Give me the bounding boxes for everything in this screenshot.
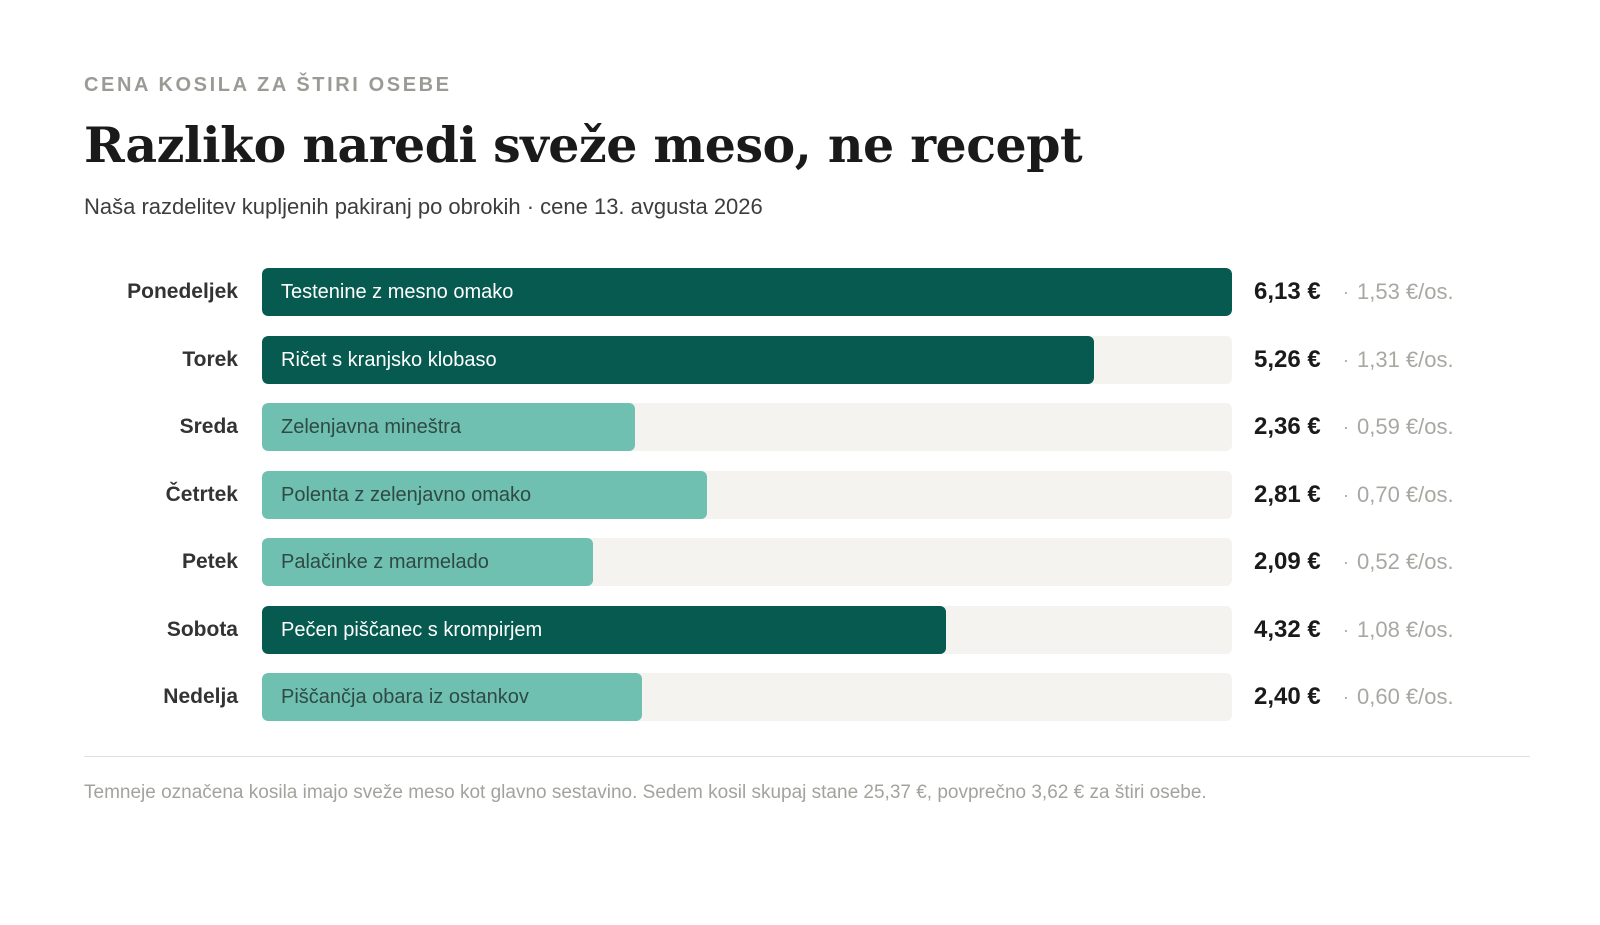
bar-track: Palačinke z marmelado (262, 538, 1232, 586)
chart-kicker: CENA KOSILA ZA ŠTIRI OSEBE (84, 74, 452, 96)
separator-dot: · (1343, 485, 1349, 505)
bar (262, 403, 635, 451)
bar-row: Nedelja Piščančja obara iz ostankov 2,40 €… (84, 673, 1530, 721)
chart-title: Razliko naredi sveže meso, ne recept (84, 116, 1083, 174)
bar (262, 606, 946, 654)
chart-subtitle: Naša razdelitev kupljenih pakiranj po ob… (84, 194, 763, 219)
bar (262, 538, 593, 586)
bar-track: Ričet s kranjsko klobaso (262, 336, 1232, 384)
bar (262, 268, 1232, 316)
price-label: 2,36 € (1254, 413, 1321, 440)
day-label: Sreda (179, 415, 238, 438)
meal-label: Testenine z mesno omako (281, 281, 514, 303)
per-person-label: 0,59 €/os. (1357, 414, 1454, 439)
price-label: 4,32 € (1254, 616, 1321, 643)
meal-label: Piščančja obara iz ostankov (281, 686, 529, 708)
per-person-label: 0,70 €/os. (1357, 482, 1454, 507)
day-label: Petek (181, 550, 238, 573)
day-label: Ponedeljek (127, 280, 238, 303)
per-person-label: 0,60 €/os. (1357, 684, 1454, 709)
bar-row: Torek Ričet s kranjsko klobaso 5,26 € · 1,31… (84, 336, 1530, 384)
meal-label: Pečen piščanec s krompirjem (281, 619, 543, 641)
bar-row: Četrtek Polenta z zelenjavno omako 2,81 € ·… (84, 471, 1530, 519)
separator-dot: · (1343, 552, 1349, 572)
price-label: 2,81 € (1254, 481, 1321, 508)
day-label: Nedelja (163, 685, 238, 708)
per-person-label: 0,52 €/os. (1357, 549, 1454, 574)
per-person-label: 1,08 €/os. (1357, 617, 1454, 642)
bar (262, 471, 707, 519)
separator-dot: · (1343, 282, 1349, 302)
price-label: 2,40 € (1254, 683, 1321, 710)
meal-label: Palačinke z marmelado (281, 551, 489, 573)
bar-track: Polenta z zelenjavno omako (262, 471, 1232, 519)
bar (262, 336, 1094, 384)
separator-dot: · (1343, 417, 1349, 437)
divider (84, 756, 1530, 757)
price-label: 5,26 € (1254, 346, 1321, 373)
bar-track: Testenine z mesno omako (262, 268, 1232, 316)
meal-label: Polenta z zelenjavno omako (281, 484, 532, 506)
separator-dot: · (1343, 687, 1349, 707)
day-label: Torek (182, 348, 238, 371)
bar (262, 673, 642, 721)
bar-track: Pečen piščanec s krompirjem (262, 606, 1232, 654)
bar-row: Sreda Zelenjavna mineštra 2,36 € · 0,59 €/os… (84, 403, 1530, 451)
per-person-label: 1,31 €/os. (1357, 347, 1454, 372)
bar-row: Ponedeljek Testenine z mesno omako 6,13 € ·… (84, 268, 1530, 316)
bar-track: Zelenjavna mineštra (262, 403, 1232, 451)
per-person-label: 1,53 €/os. (1357, 279, 1454, 304)
bar-row: Sobota Pečen piščanec s krompirjem 4,32 € ·… (84, 606, 1530, 654)
separator-dot: · (1343, 350, 1349, 370)
price-label: 2,09 € (1254, 548, 1321, 575)
separator-dot: · (1343, 620, 1349, 640)
day-label: Četrtek (165, 483, 238, 506)
footnote: Temneje označena kosila imajo sveže meso… (84, 782, 1207, 803)
meal-label: Ričet s kranjsko klobaso (281, 349, 497, 371)
meal-label: Zelenjavna mineštra (281, 416, 462, 438)
day-label: Sobota (166, 618, 238, 641)
bar-track: Piščančja obara iz ostankov (262, 673, 1232, 721)
bar-row: Petek Palačinke z marmelado 2,09 € · 0,52 €/… (84, 538, 1530, 586)
price-label: 6,13 € (1254, 278, 1321, 305)
